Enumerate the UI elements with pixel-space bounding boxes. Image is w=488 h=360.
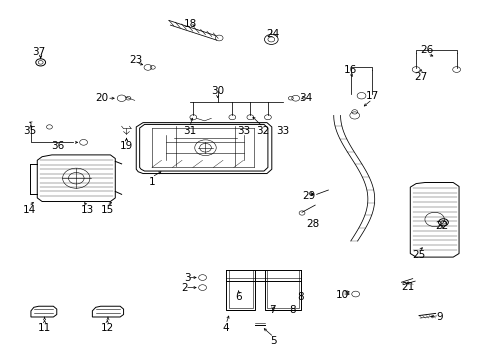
Text: 37: 37 bbox=[32, 46, 45, 57]
Text: 6: 6 bbox=[235, 292, 242, 302]
Text: 21: 21 bbox=[401, 282, 414, 292]
Text: 18: 18 bbox=[184, 19, 197, 29]
Text: 28: 28 bbox=[305, 219, 319, 229]
Text: 31: 31 bbox=[183, 126, 196, 135]
Text: 25: 25 bbox=[411, 249, 425, 260]
Text: 14: 14 bbox=[22, 206, 36, 216]
Text: 4: 4 bbox=[222, 323, 229, 333]
Text: 33: 33 bbox=[275, 126, 288, 135]
Text: 9: 9 bbox=[435, 312, 442, 322]
Text: 22: 22 bbox=[434, 221, 447, 231]
Text: 20: 20 bbox=[95, 93, 108, 103]
Text: 8: 8 bbox=[297, 292, 303, 302]
Text: 19: 19 bbox=[120, 141, 133, 151]
Text: 24: 24 bbox=[265, 29, 279, 39]
Text: 1: 1 bbox=[148, 177, 155, 187]
Text: 15: 15 bbox=[100, 206, 113, 216]
Text: 10: 10 bbox=[335, 290, 348, 300]
Text: 3: 3 bbox=[184, 273, 190, 283]
Text: 35: 35 bbox=[23, 126, 37, 135]
Text: 26: 26 bbox=[420, 45, 433, 55]
Text: 33: 33 bbox=[236, 126, 250, 135]
Text: 16: 16 bbox=[344, 64, 357, 75]
Text: 32: 32 bbox=[256, 126, 269, 135]
Text: 30: 30 bbox=[211, 86, 224, 96]
Text: 12: 12 bbox=[100, 323, 113, 333]
Text: 29: 29 bbox=[302, 191, 315, 201]
Text: 5: 5 bbox=[270, 336, 277, 346]
Text: 27: 27 bbox=[413, 72, 427, 82]
Text: 23: 23 bbox=[129, 55, 142, 65]
Text: 7: 7 bbox=[269, 305, 276, 315]
Text: 17: 17 bbox=[365, 91, 378, 101]
Text: 36: 36 bbox=[52, 141, 65, 151]
Text: 34: 34 bbox=[298, 93, 311, 103]
Text: 13: 13 bbox=[81, 206, 94, 216]
Text: 2: 2 bbox=[182, 283, 188, 293]
Text: 8: 8 bbox=[288, 305, 295, 315]
Text: 11: 11 bbox=[38, 323, 51, 333]
